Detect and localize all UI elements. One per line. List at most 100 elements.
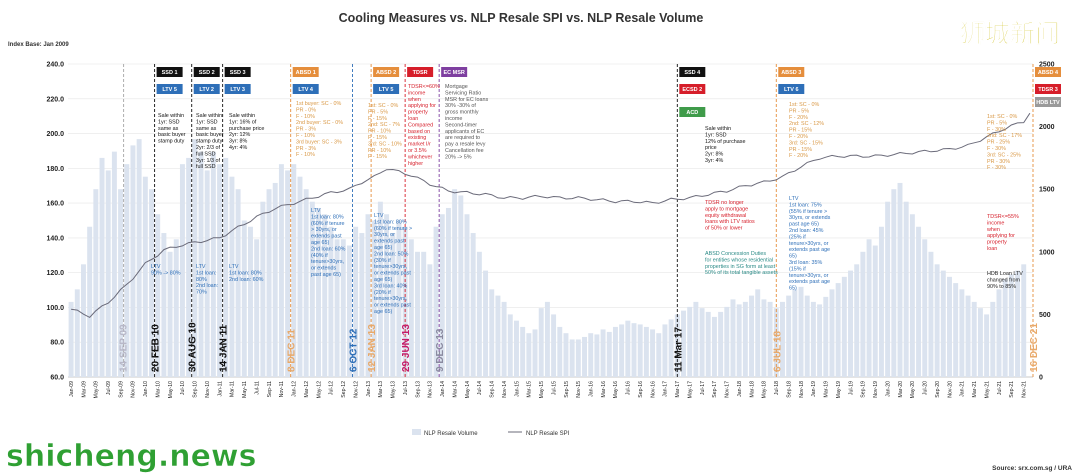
volume-bar	[749, 295, 755, 377]
left-tick-label: 140.0	[46, 235, 64, 242]
annotation-line: 1st: SC - 0%	[987, 114, 1017, 120]
volume-bar	[730, 299, 736, 377]
annotation-line: when	[986, 227, 1000, 233]
annotation-line: past age 65)	[311, 272, 341, 278]
annotation-line: loan	[408, 116, 418, 122]
volume-bar	[984, 314, 990, 377]
volume-bar	[334, 239, 340, 377]
legend-volume-label: NLP Resale Volume	[424, 431, 478, 437]
x-tick-label: Nov-11	[279, 381, 285, 397]
volume-bar	[897, 182, 903, 377]
x-tick-label: Sep-13	[415, 381, 421, 398]
annotation-line: basic buyer	[196, 132, 224, 138]
volume-bar	[724, 306, 730, 377]
annotation-line: Sale within	[158, 113, 184, 119]
spi-line	[71, 112, 1031, 319]
volume-bar	[526, 333, 532, 377]
annotation-line: LTV	[196, 264, 206, 270]
x-tick-label: Mar-11	[230, 381, 236, 397]
volume-bar	[353, 226, 359, 377]
x-tick-label: Jan-11	[217, 381, 223, 397]
annotation-line: 2yr: 2/3 of	[196, 145, 220, 151]
annotation-line: same as	[196, 126, 217, 132]
x-tick-label: Nov-17	[725, 381, 731, 398]
annotation-line: 1st: SC - 0%	[368, 103, 398, 109]
volume-bar	[922, 239, 928, 377]
annotation-line: Second-timer	[445, 122, 477, 128]
volume-bar	[588, 333, 594, 377]
annotation-line: tenure>30yrs,	[374, 264, 408, 270]
volume-bar	[445, 207, 451, 377]
annotation-line: PR - 10%	[368, 129, 391, 135]
chart-title: Cooling Measures vs. NLP Resale SPI vs. …	[339, 11, 704, 25]
volume-bar	[173, 239, 179, 377]
annotation-line: of 50% or lower	[705, 226, 743, 232]
x-tick-label: Nov-18	[799, 381, 805, 398]
volume-bar	[650, 329, 656, 377]
annotation-line: purchase price	[229, 126, 264, 132]
volume-bar	[798, 286, 804, 377]
volume-bar	[408, 239, 414, 377]
annotation-line: 65)	[789, 286, 797, 292]
volume-bar	[903, 201, 909, 377]
annotation-line: 2nd: SC - 12%	[789, 121, 824, 127]
annotation-line: PR - 5%	[368, 109, 388, 115]
volume-bar	[1008, 274, 1014, 377]
x-tick-label: Jul-19	[848, 381, 854, 395]
x-tick-label: Nov-14	[502, 381, 508, 398]
annotation-line: Servicing Ratio	[445, 90, 481, 96]
volume-bar	[582, 336, 587, 377]
x-tick-label: Mar-09	[81, 381, 87, 398]
annotation-line: 70%	[196, 290, 207, 296]
volume-bar	[835, 283, 841, 377]
volume-bar	[371, 220, 377, 377]
volume-bar	[575, 339, 581, 377]
volume-bar	[736, 304, 742, 377]
volume-bar	[439, 214, 445, 377]
x-tick-label: Sep-14	[490, 381, 496, 398]
volume-bar	[891, 189, 897, 377]
annotation-line: Cancellation fee	[445, 148, 484, 154]
x-tick-label: Mar-18	[749, 381, 755, 398]
volume-bar	[433, 226, 439, 377]
annotation-line: F - 30%	[987, 127, 1006, 133]
annotation-ecmsr: Mortgage Servicing Ratio MSR for EC loans 3…	[445, 84, 488, 160]
annotation-line: 2yr: 12%	[229, 132, 250, 138]
measure-date: 14 JAN 11	[219, 324, 230, 372]
x-tick-label: Nov-10	[205, 381, 211, 398]
volume-bar	[130, 145, 136, 377]
volume-bar	[755, 289, 761, 377]
x-tick-label: Jan-16	[589, 381, 595, 397]
volume-bar	[291, 164, 297, 377]
annotation-line: 1yr: SSD	[158, 119, 180, 125]
annotation-line: full SSD	[196, 164, 216, 170]
left-tick-label: 160.0	[46, 201, 64, 208]
annotation-line: or 3.5%	[408, 148, 427, 154]
x-tick-label: Jul-21	[997, 381, 1003, 395]
volume-bar	[767, 301, 773, 377]
annotation-line: (25% if	[789, 234, 806, 240]
annotation-line: PR - 15%	[789, 128, 812, 134]
volume-bar	[934, 264, 940, 377]
measure-box	[679, 107, 706, 117]
volume-bar	[359, 233, 365, 377]
x-tick-label: Jul-16	[626, 381, 632, 395]
volume-bar	[711, 316, 717, 377]
annotation-line: 80%	[196, 277, 207, 283]
right-tick-label: 500	[1039, 312, 1051, 319]
volume-bar	[872, 245, 878, 377]
annotation-line: 3yr: 8%	[229, 139, 247, 145]
volume-bar	[427, 264, 433, 377]
volume-bar	[662, 324, 668, 377]
annotation-line: same as	[158, 126, 179, 132]
annotation-line: (55% if tenure >	[789, 209, 827, 215]
annotation-line: PR - 5%	[789, 108, 809, 114]
x-tick-label: Mar-10	[155, 381, 161, 398]
left-tick-label: 200.0	[46, 131, 64, 138]
annotation-line: full SSD	[196, 151, 216, 157]
annotation-line: Compared	[408, 122, 433, 128]
volume-bar	[520, 326, 526, 377]
x-tick-label: Mar-15	[527, 381, 533, 398]
volume-bar	[452, 189, 458, 377]
x-tick-label: Jan-14	[440, 381, 446, 397]
